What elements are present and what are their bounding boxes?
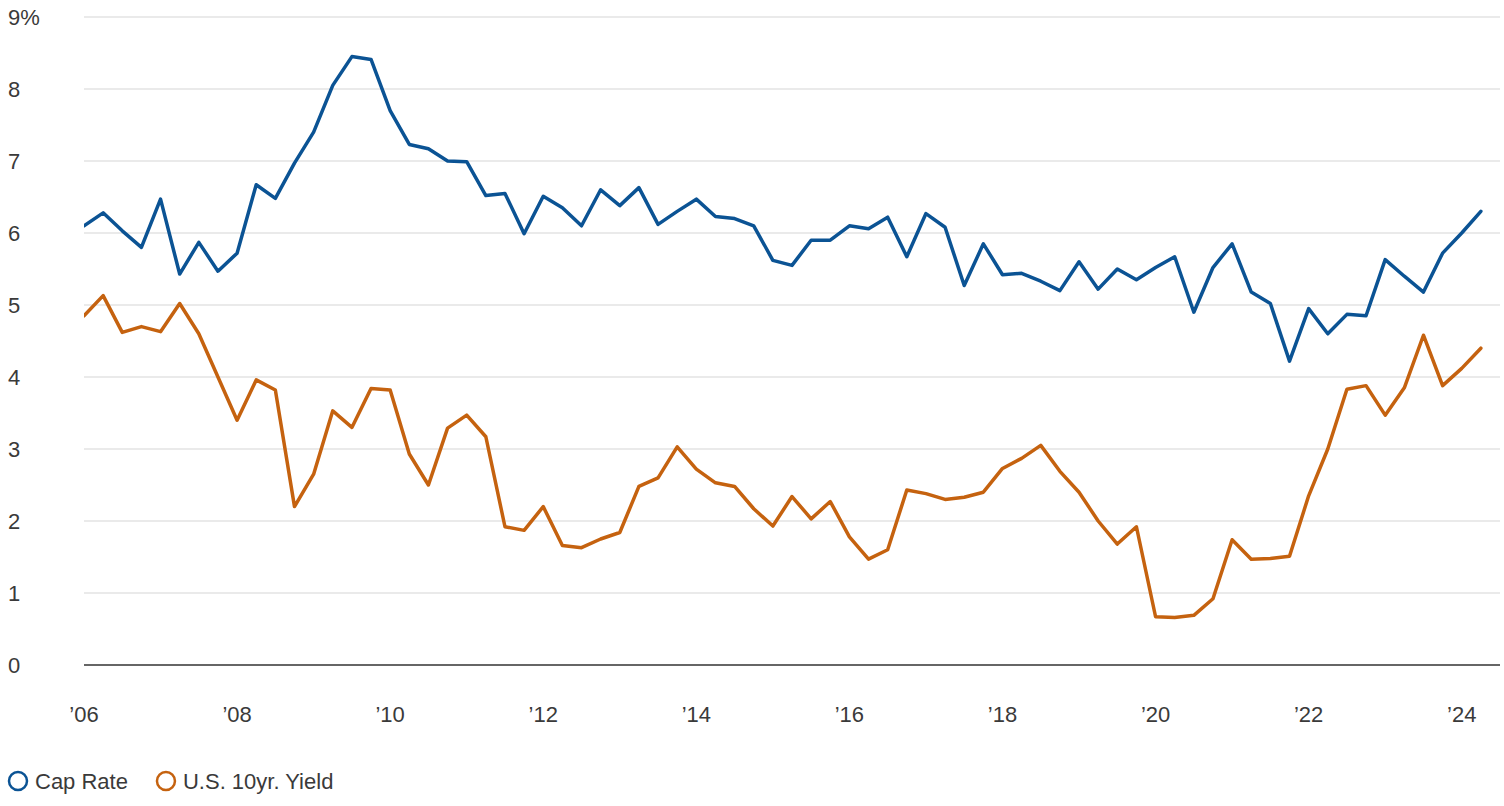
x-tick-label: ’06	[69, 702, 98, 727]
y-tick-label: 8	[8, 77, 20, 102]
y-tick-label: 2	[8, 509, 20, 534]
legend-swatch	[157, 772, 175, 790]
y-tick-label: 6	[8, 221, 20, 246]
y-tick-label: 4	[8, 365, 20, 390]
grid-line	[84, 376, 1500, 378]
legend-swatch	[9, 772, 27, 790]
x-tick-label: ’20	[1141, 702, 1170, 727]
grid-line	[84, 88, 1500, 90]
x-tick-label: ’14	[682, 702, 711, 727]
x-axis-line	[84, 664, 1500, 666]
legend-label: U.S. 10yr. Yield	[183, 769, 333, 794]
x-tick-label: ’24	[1447, 702, 1476, 727]
grid-line	[84, 304, 1500, 306]
y-tick-label: 5	[8, 293, 20, 318]
grid-line	[84, 16, 1500, 18]
x-tick-label: ’12	[529, 702, 558, 727]
y-tick-label: 0	[8, 653, 20, 678]
y-tick-label: 7	[8, 149, 20, 174]
series-line	[84, 57, 1481, 362]
series-line	[84, 296, 1481, 618]
x-tick-label: ’08	[222, 702, 251, 727]
x-tick-label: ’10	[375, 702, 404, 727]
series-group	[84, 57, 1481, 618]
grid-line	[84, 232, 1500, 234]
x-tick-label: ’18	[988, 702, 1017, 727]
chart: 0 1 2 3 4 5 6 7 8 9% ’06 ’08 ’10 ’12 ’14 ’16 ’18 ’20 ’22 ’2…	[0, 0, 1504, 806]
y-tick-label: 9%	[8, 5, 40, 30]
x-tick-label: ’16	[835, 702, 864, 727]
grid-line	[84, 520, 1500, 522]
legend-label: Cap Rate	[35, 769, 128, 794]
y-tick-label: 1	[8, 581, 20, 606]
grid-line	[84, 592, 1500, 594]
x-tick-label: ’22	[1294, 702, 1323, 727]
grid-line	[84, 448, 1500, 450]
y-tick-label: 3	[8, 437, 20, 462]
